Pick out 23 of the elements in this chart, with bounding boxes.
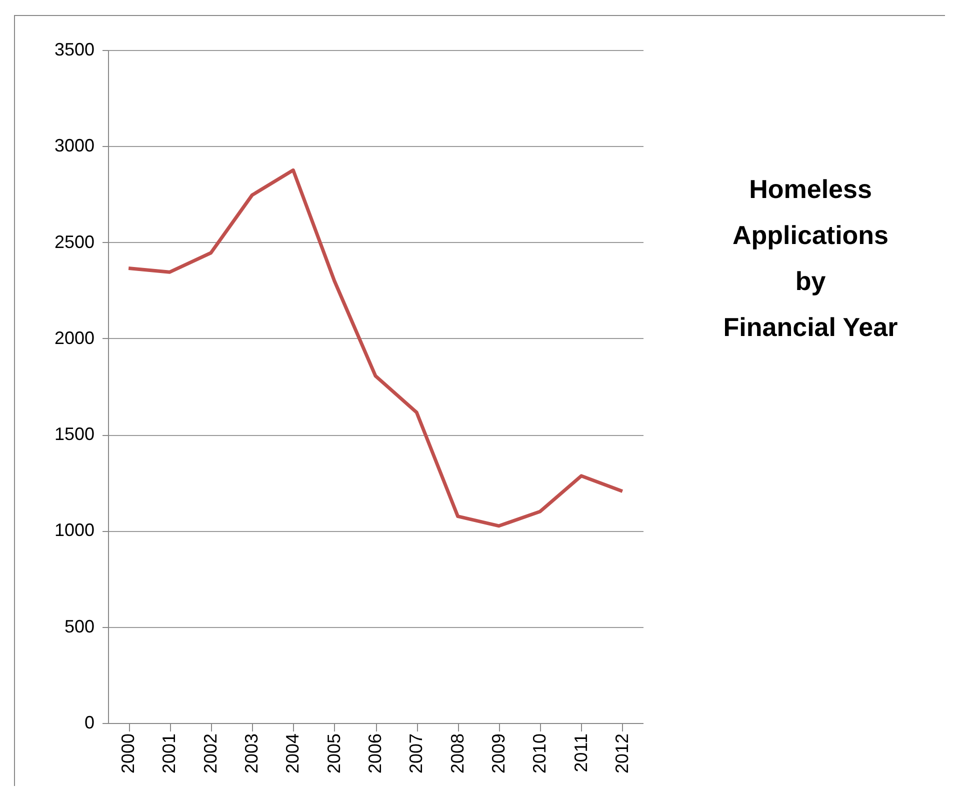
y-tick-label: 1000 xyxy=(54,520,94,540)
x-tick-label: 2010 xyxy=(530,734,550,774)
x-tick-label: 2003 xyxy=(242,734,262,774)
x-tick-label: 2012 xyxy=(612,734,632,774)
y-tick-label: 2000 xyxy=(54,328,94,348)
x-tick-label: 2006 xyxy=(365,734,385,774)
x-tick-label: 2005 xyxy=(324,734,344,774)
x-tick-label: 2011 xyxy=(570,734,591,772)
y-tick-label: 1500 xyxy=(54,424,94,444)
y-tick-label: 3000 xyxy=(54,136,94,156)
x-tick-label: 2008 xyxy=(447,734,468,774)
x-tick-label: 2001 xyxy=(159,734,180,774)
y-tick-label: 2500 xyxy=(54,232,94,252)
y-tick-label: 500 xyxy=(64,616,94,636)
text: Homeless Applications by Financial Year xyxy=(723,174,898,342)
line-series xyxy=(126,168,624,528)
y-tick-label: 3500 xyxy=(54,40,94,60)
x-tick-label: 2000 xyxy=(118,734,138,774)
x-tick-label: 2002 xyxy=(200,734,220,774)
x-tick-label: 2009 xyxy=(488,734,508,774)
y-tick-label: 0 xyxy=(84,712,94,732)
x-tick-label: 2004 xyxy=(282,734,303,774)
x-tick-label: 2007 xyxy=(406,734,426,774)
